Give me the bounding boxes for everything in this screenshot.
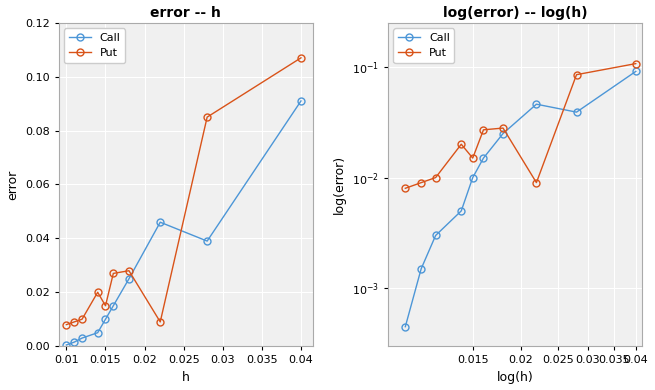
Legend: Call, Put: Call, Put — [394, 28, 454, 63]
Call — [402, 324, 409, 329]
Title: log(error) -- log(h): log(error) -- log(h) — [443, 6, 587, 20]
Put — [533, 180, 540, 185]
Call — [125, 277, 133, 281]
Call — [469, 175, 477, 180]
Y-axis label: log(error): log(error) — [333, 155, 346, 214]
Y-axis label: error: error — [7, 169, 19, 200]
Legend: Call, Put: Call, Put — [64, 28, 125, 63]
Call — [157, 220, 164, 225]
Call — [62, 342, 70, 347]
Title: error -- h: error -- h — [150, 6, 221, 20]
Put — [125, 268, 133, 273]
Call — [632, 69, 640, 74]
Call — [109, 303, 117, 308]
Call — [70, 340, 78, 344]
Put — [203, 115, 211, 119]
Call — [94, 330, 102, 335]
Call — [78, 336, 86, 340]
Call — [479, 156, 487, 160]
Call — [102, 317, 109, 322]
Line: Put: Put — [63, 54, 305, 328]
Put — [417, 180, 425, 185]
Put — [402, 186, 409, 191]
X-axis label: h: h — [181, 371, 189, 384]
Put — [78, 317, 86, 322]
Call — [499, 131, 507, 136]
Put — [479, 128, 487, 132]
Call — [297, 99, 305, 103]
Put — [469, 156, 477, 160]
Put — [499, 126, 507, 130]
Put — [109, 271, 117, 276]
Line: Call: Call — [63, 98, 305, 348]
Call — [203, 239, 211, 243]
X-axis label: log(h): log(h) — [496, 371, 533, 384]
Put — [572, 72, 580, 77]
Call — [417, 266, 425, 271]
Call — [533, 102, 540, 106]
Put — [94, 290, 102, 294]
Line: Put: Put — [402, 60, 639, 192]
Put — [457, 142, 465, 147]
Put — [632, 61, 640, 66]
Call — [572, 110, 580, 115]
Put — [297, 55, 305, 60]
Call — [457, 209, 465, 213]
Put — [102, 303, 109, 308]
Put — [62, 322, 70, 327]
Call — [432, 233, 440, 238]
Put — [157, 319, 164, 324]
Line: Call: Call — [402, 68, 639, 330]
Put — [432, 175, 440, 180]
Put — [70, 319, 78, 324]
